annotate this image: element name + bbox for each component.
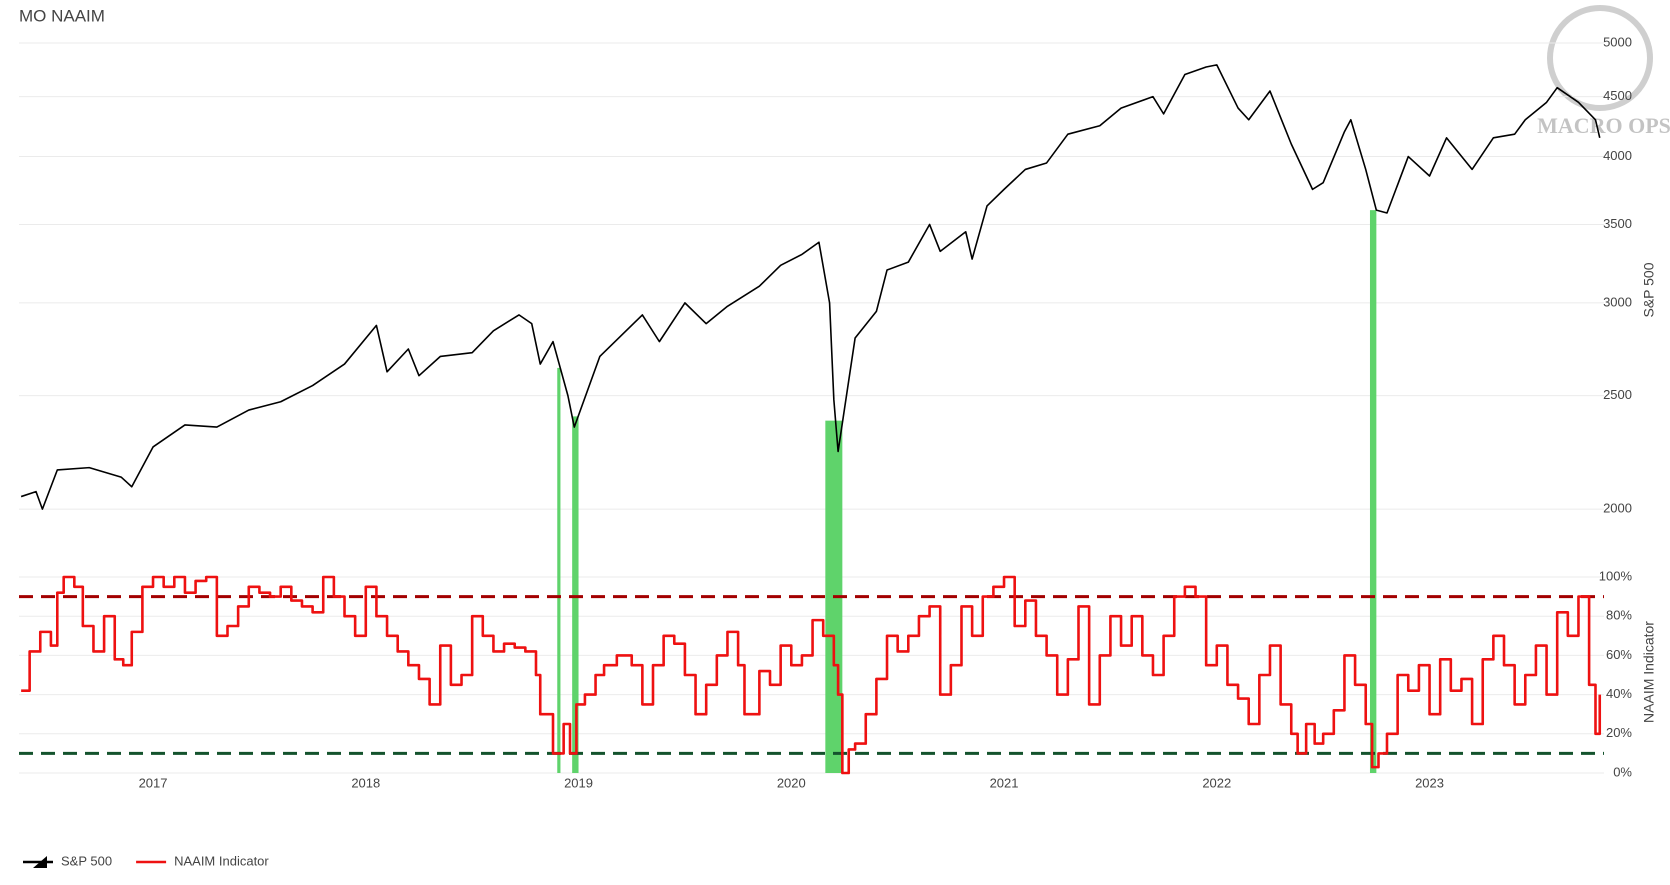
- y-axis-title: NAAIM Indicator: [1641, 621, 1657, 723]
- x-tick-label: 2019: [564, 775, 593, 790]
- lines: [19, 64, 1604, 775]
- highlight-band: [1369, 210, 1377, 773]
- y-tick-label: 60%: [1606, 647, 1632, 662]
- y-tick-label: 4000: [1603, 148, 1632, 163]
- labels: 2000 2500 3000 3500 4000 4500 5000 0% 20% 40% 60% 8…: [139, 34, 1633, 790]
- y-axis-title: S&P 500: [1641, 262, 1657, 317]
- x-tick-label: 2020: [777, 775, 806, 790]
- x-tick-label: 2022: [1202, 775, 1231, 790]
- y-tick-label: 3500: [1603, 216, 1632, 231]
- y-tick-label: 2500: [1603, 387, 1632, 402]
- highlight-band: [557, 367, 561, 773]
- watermark: MACRO OPS: [1537, 5, 1670, 138]
- y-tick-label: 5000: [1603, 34, 1632, 49]
- y-tick-label: 2000: [1603, 501, 1632, 516]
- legend: S&P 500 NAAIM Indicator: [23, 853, 269, 868]
- line: [20, 64, 1601, 510]
- y-tick-label: 80%: [1606, 608, 1632, 623]
- y-tick-label: 100%: [1599, 568, 1633, 583]
- watermark-text: MACRO OPS: [1537, 113, 1670, 138]
- y-tick-label: 4500: [1603, 88, 1632, 103]
- x-tick-label: 2021: [990, 775, 1019, 790]
- x-tick-label: 2017: [139, 775, 168, 790]
- step-line: [21, 575, 1602, 775]
- y-tick-label: 40%: [1606, 686, 1632, 701]
- legend-label: S&P 500: [61, 853, 112, 868]
- x-tick-label: 2018: [351, 775, 380, 790]
- chart-title: MO NAAIM: [19, 6, 105, 25]
- grid: [19, 42, 1604, 774]
- x-tick-label: 2023: [1415, 775, 1444, 790]
- y-tick-label: 20%: [1606, 725, 1632, 740]
- y-tick-label: 0%: [1613, 764, 1632, 779]
- legend-candle: [33, 856, 47, 868]
- y-tick-label: 3000: [1603, 294, 1632, 309]
- watermark-ring: [1547, 5, 1653, 111]
- highlight-band: [572, 416, 579, 773]
- legend-label: NAAIM Indicator: [174, 853, 269, 868]
